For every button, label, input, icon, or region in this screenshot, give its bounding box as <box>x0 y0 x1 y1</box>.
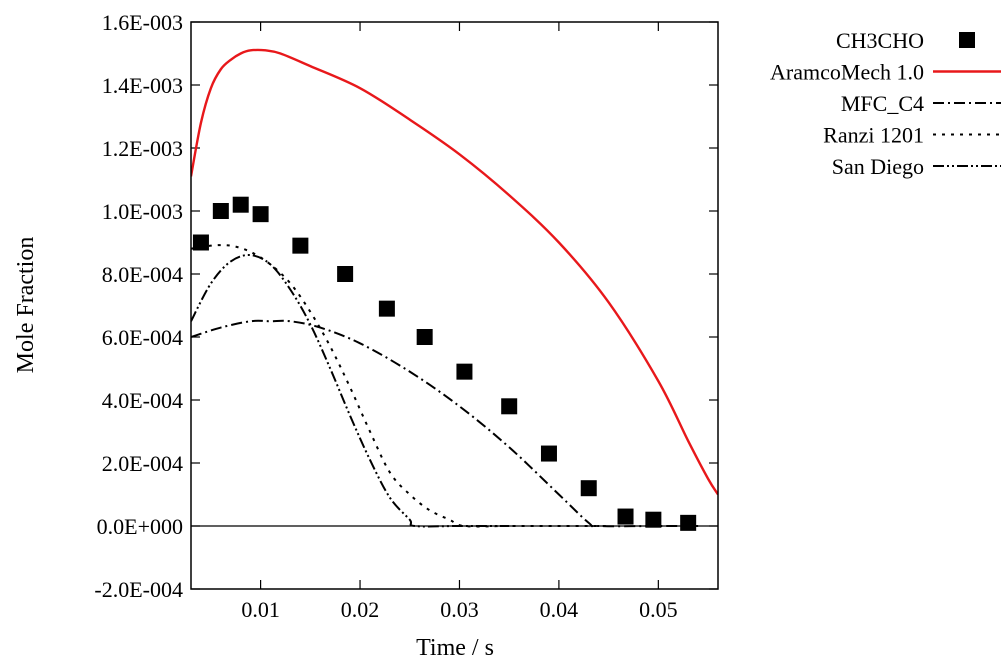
y-axis-title: Mole Fraction <box>13 237 39 374</box>
data-point <box>501 398 518 415</box>
data-point <box>232 196 249 213</box>
legend-label: MFC_C4 <box>841 91 924 116</box>
y-tick-label: 6.0E-004 <box>102 325 183 350</box>
x-tick-label: 0.02 <box>341 597 380 622</box>
legend-item: MFC_C4 <box>841 91 1001 116</box>
x-tick-label: 0.05 <box>639 597 678 622</box>
data-point <box>378 300 395 317</box>
series-line <box>191 319 699 528</box>
y-tick-label: 1.0E-003 <box>102 199 183 224</box>
y-tick-label: -2.0E-004 <box>94 577 183 602</box>
y-tick-label: 8.0E-004 <box>102 262 183 287</box>
legend-item: CH3CHO <box>836 28 975 53</box>
x-tick-label: 0.01 <box>241 597 280 622</box>
x-axis-title: Time / s <box>416 635 494 661</box>
legend-marker <box>959 32 975 48</box>
series-line <box>191 48 718 496</box>
series-line <box>191 244 609 528</box>
data-point <box>645 511 662 528</box>
legend-label: AramcoMech 1.0 <box>770 60 924 85</box>
y-tick-label: 1.2E-003 <box>102 136 183 161</box>
y-tick-label: 0.0E+000 <box>97 514 183 539</box>
data-point <box>252 206 269 223</box>
data-point <box>416 329 433 345</box>
y-tick-label: 2.0E-004 <box>102 451 183 476</box>
series-line <box>191 254 510 528</box>
y-tick-label: 1.4E-003 <box>102 73 183 98</box>
data-point <box>292 237 309 254</box>
legend-label: San Diego <box>832 154 924 179</box>
data-point <box>456 363 473 380</box>
plot-frame <box>190 21 719 590</box>
legend-item: AramcoMech 1.0 <box>770 60 1001 85</box>
data-point <box>617 508 634 525</box>
legend-label: CH3CHO <box>836 28 924 53</box>
data-point <box>680 514 697 531</box>
data-point <box>212 203 229 219</box>
legend-label: Ranzi 1201 <box>823 123 924 148</box>
y-tick-label: 4.0E-004 <box>102 388 183 413</box>
legend: CH3CHO AramcoMech 1.0 MFC_C4 Ranzi 1201 San … <box>770 28 1001 179</box>
data-point <box>540 445 557 462</box>
x-tick-label: 0.04 <box>540 597 579 622</box>
data-point <box>192 234 209 251</box>
legend-item: San Diego <box>832 154 1001 179</box>
data-point <box>580 480 597 497</box>
data-point <box>337 266 354 282</box>
x-tick-label: 0.03 <box>440 597 479 622</box>
legend-item: Ranzi 1201 <box>823 123 1001 148</box>
plot-series <box>191 48 718 531</box>
x-axis: 0.01 0.02 0.03 0.04 0.05 <box>241 22 678 622</box>
y-tick-label: 1.6E-003 <box>102 10 183 35</box>
